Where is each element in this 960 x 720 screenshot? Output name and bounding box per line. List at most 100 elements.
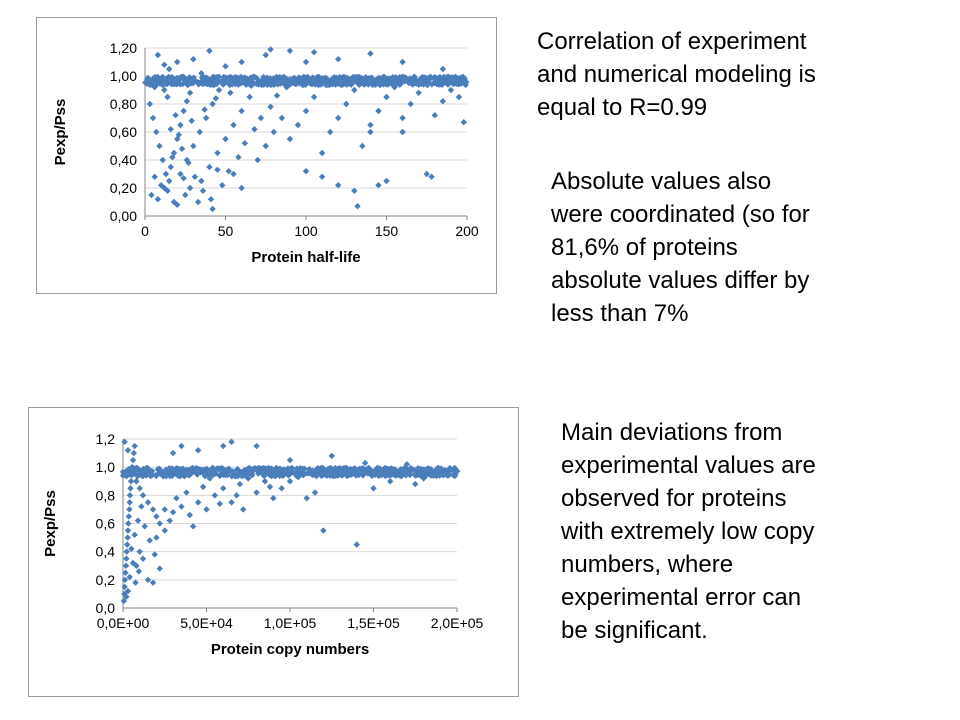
data-point xyxy=(331,472,339,479)
data-point xyxy=(351,187,358,194)
data-point xyxy=(310,49,318,56)
data-point xyxy=(381,73,388,81)
x-axis-label: Protein half-life xyxy=(251,249,360,266)
data-point xyxy=(314,73,321,81)
data-point xyxy=(177,170,184,178)
data-point xyxy=(322,74,329,81)
data-point xyxy=(165,177,173,185)
data-point xyxy=(153,128,160,136)
x-tick-label: 5,0E+04 xyxy=(180,615,233,631)
data-point xyxy=(153,534,160,541)
data-point xyxy=(268,80,275,88)
data-point xyxy=(434,465,441,472)
data-point xyxy=(156,520,163,527)
data-point xyxy=(204,471,211,478)
y-axis-label: Pexp/Pss xyxy=(52,99,69,166)
data-point xyxy=(213,80,220,88)
data-point xyxy=(174,201,181,208)
data-point xyxy=(250,73,257,81)
data-point xyxy=(383,177,390,185)
data-point xyxy=(233,492,240,499)
data-point xyxy=(273,464,280,472)
data-point xyxy=(436,472,443,479)
y-tick-label: 0,4 xyxy=(96,544,116,560)
data-point xyxy=(182,191,189,199)
data-point xyxy=(365,80,372,88)
data-point xyxy=(283,468,290,476)
chart-protein-copy-numbers: 0,0 0,2 0,4 0,6 0,8 1,0 1,2 0,0E+00 5,0E+04 1,0E+… xyxy=(28,407,519,697)
data-point xyxy=(286,456,294,464)
data-point xyxy=(124,447,132,454)
data-point xyxy=(183,98,191,105)
data-point xyxy=(310,93,318,101)
data-point xyxy=(245,475,252,482)
data-point xyxy=(329,80,336,87)
data-point xyxy=(128,465,135,472)
data-point xyxy=(262,142,269,150)
note-line: 81,6% of proteins xyxy=(551,234,738,261)
data-point xyxy=(257,114,265,122)
y-tick-label: 0,80 xyxy=(110,96,137,112)
data-point xyxy=(146,100,154,108)
data-point xyxy=(266,483,274,491)
data-point xyxy=(353,466,360,473)
data-point xyxy=(186,74,193,81)
data-point xyxy=(370,485,377,492)
data-point xyxy=(401,469,409,476)
data-point xyxy=(184,80,191,88)
data-point xyxy=(221,76,228,84)
x-tick-label: 100 xyxy=(294,223,318,239)
data-point xyxy=(215,86,223,94)
data-point xyxy=(302,77,309,85)
data-point xyxy=(309,471,316,479)
data-point xyxy=(381,79,389,86)
data-point xyxy=(261,465,269,473)
x-tick-label: 200 xyxy=(455,223,479,239)
data-point xyxy=(151,551,158,558)
data-point xyxy=(122,562,130,569)
data-point xyxy=(136,485,143,492)
data-point xyxy=(311,489,319,496)
data-point xyxy=(386,77,394,85)
data-point xyxy=(230,170,237,178)
data-point xyxy=(361,469,369,476)
data-point xyxy=(258,81,265,89)
data-point xyxy=(175,131,183,138)
data-point xyxy=(169,154,176,161)
data-point xyxy=(248,469,255,477)
x-tick-label: 1,5E+05 xyxy=(347,615,400,631)
data-point xyxy=(172,112,179,119)
data-point xyxy=(227,89,234,96)
data-point xyxy=(417,80,425,88)
y-tick-label: 1,2 xyxy=(96,431,116,447)
note-line: with extremely low copy xyxy=(561,518,815,545)
data-point xyxy=(367,121,374,129)
data-point xyxy=(402,75,409,82)
data-point xyxy=(247,77,254,85)
data-point xyxy=(178,503,185,510)
data-point xyxy=(199,483,207,491)
data-point xyxy=(335,77,342,85)
data-point xyxy=(344,76,351,83)
data-point xyxy=(125,520,132,527)
data-point xyxy=(389,467,397,474)
data-point xyxy=(368,468,375,475)
data-point xyxy=(236,79,243,86)
data-point xyxy=(362,78,370,85)
data-point xyxy=(328,452,335,460)
data-point xyxy=(384,470,391,478)
data-point xyxy=(304,470,311,477)
data-point xyxy=(173,494,180,502)
data-point xyxy=(448,75,455,82)
data-point xyxy=(238,58,245,66)
data-point xyxy=(438,465,445,472)
data-point xyxy=(396,467,404,475)
data-point xyxy=(302,107,310,115)
data-point xyxy=(135,568,143,575)
data-point xyxy=(414,464,422,472)
data-point xyxy=(270,128,277,136)
data-point xyxy=(433,472,440,480)
data-point xyxy=(285,472,292,479)
data-point xyxy=(262,51,269,59)
data-point xyxy=(258,465,265,472)
